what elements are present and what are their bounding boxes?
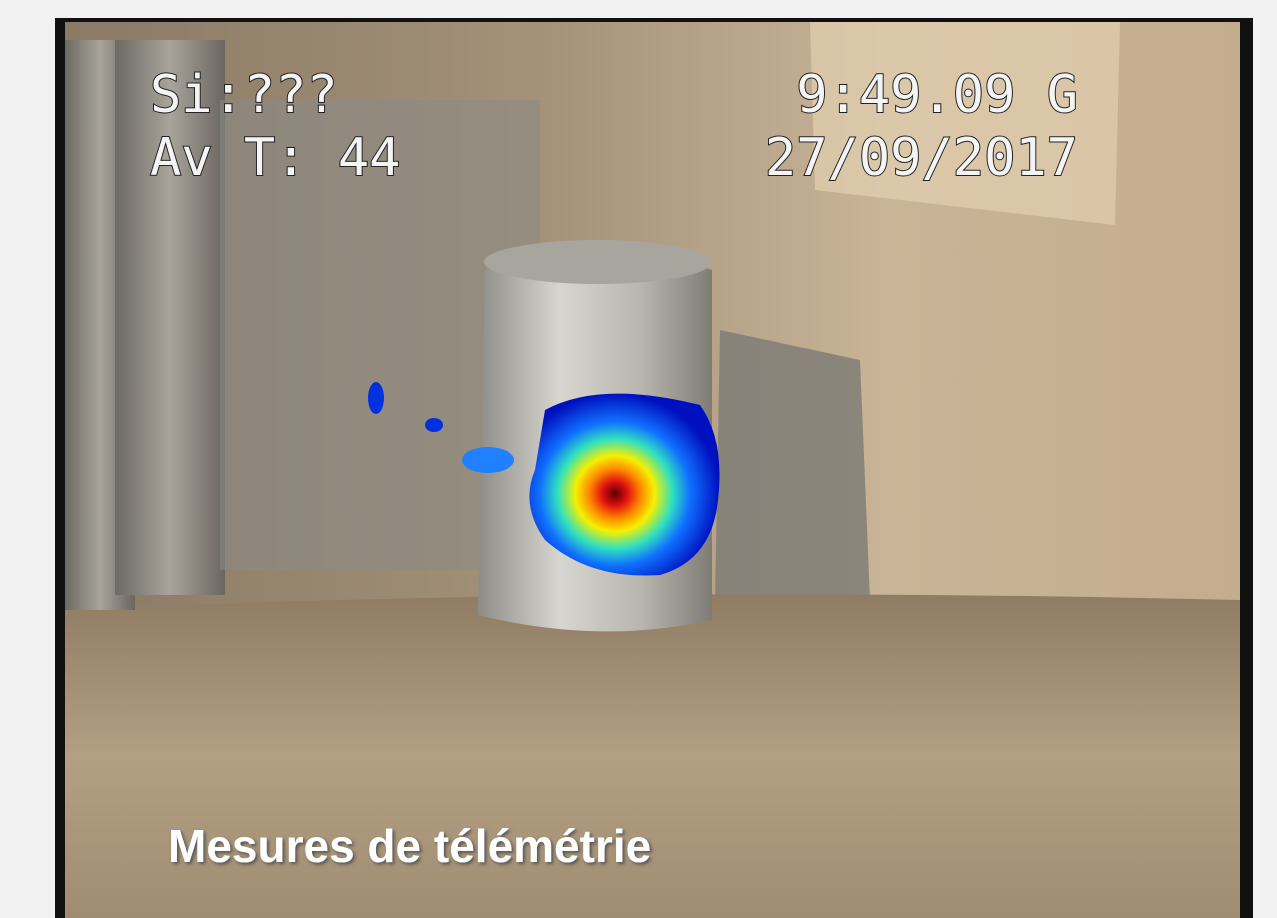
caption: Mesures de télémétrie <box>168 820 651 872</box>
heatmap <box>368 382 384 414</box>
heatmap <box>425 418 443 432</box>
osd-text: Si:??? <box>150 65 338 125</box>
osd-text: 9:49.09 G <box>796 65 1078 125</box>
drum-lid <box>484 240 712 284</box>
page: {"overlay": {"top_left": ["Si:???", "Av … <box>0 0 1277 918</box>
osd-text: 27/09/2017 <box>765 128 1078 188</box>
heatmap <box>529 394 719 576</box>
screenshot: Si:??? Av T: 44 9:49.09 G 27/09/2017 Mes… <box>0 0 1277 918</box>
shadow <box>715 330 870 600</box>
osd-text: Av T: 44 <box>150 128 400 188</box>
heatmap <box>462 447 514 473</box>
